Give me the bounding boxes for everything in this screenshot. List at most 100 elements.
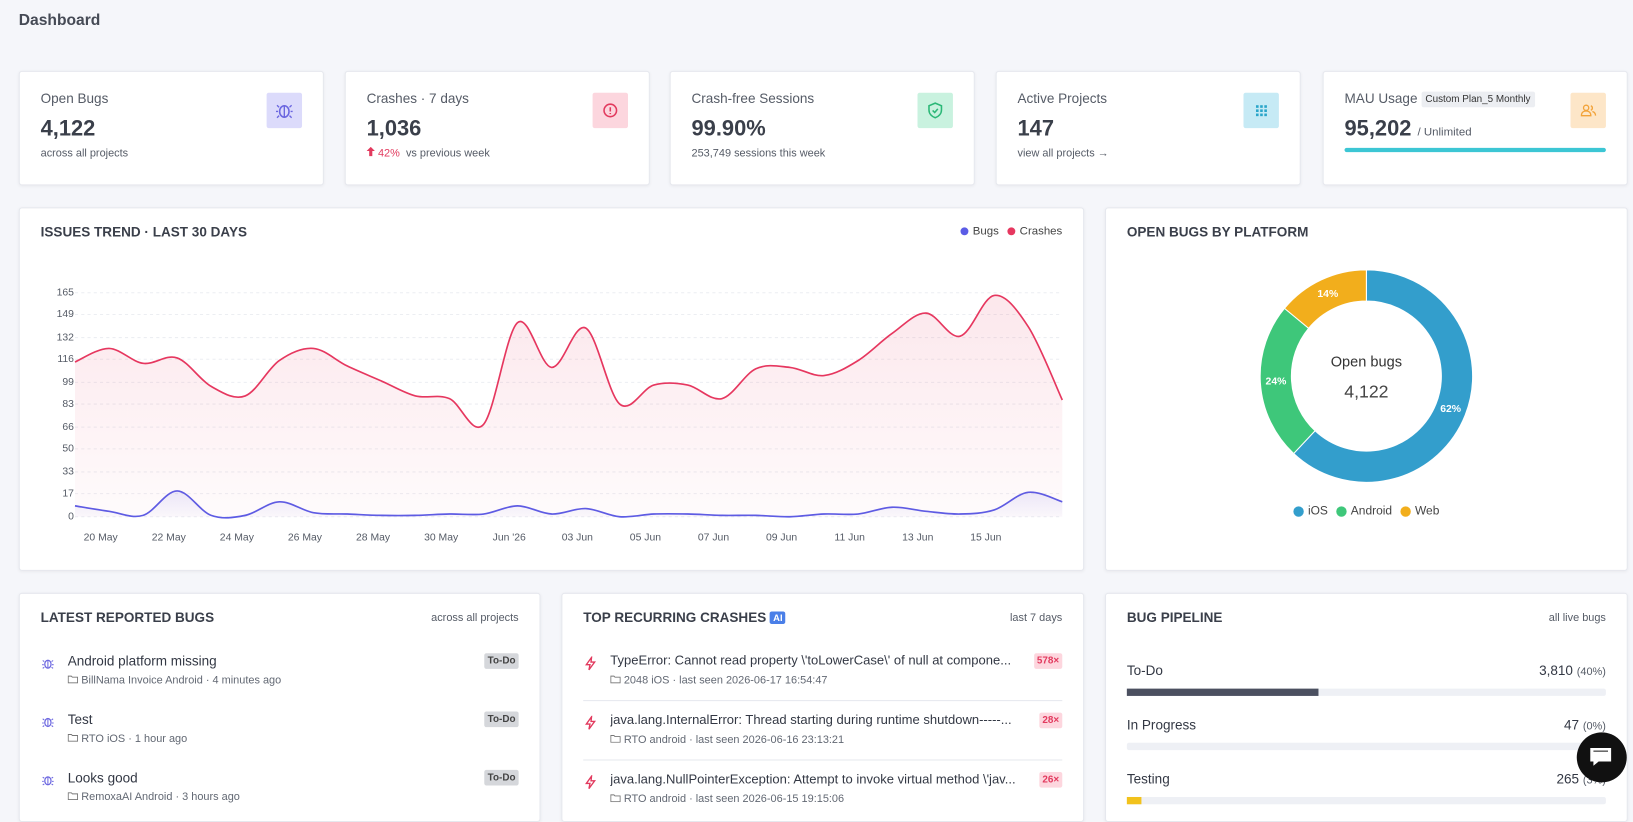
bug-meta-text: BillNama Invoice Android · 4 minutes ago [81,674,282,687]
stat-label: Crashes · 7 days [366,90,469,107]
x-tick-label: 11 Jun [834,532,865,543]
bug-title: Android platform missing [67,653,217,669]
trend-chart: 0 17 33 50 66 83 99 116 132 149 165 20 May 22 May 24 … [57,225,1064,543]
panel-scope: all live bugs [1548,611,1606,625]
stage-track [1126,796,1606,805]
slice-label: 14% [1317,289,1338,300]
platform-panel: OPEN BUGS BY PLATFORM 62% 24% 14% Open bugs… [1104,207,1628,571]
panel-scope: last 7 days [1009,611,1063,625]
stat-card: Open Bugs 4,122 across all projects [18,70,324,186]
y-tick-label: 149 [57,309,75,320]
stage-count: 3,810 (40%) [1539,663,1606,679]
pipeline-panel: BUG PIPELINE all live bugs To-Do 3,810 (4… [1104,592,1628,822]
stat-label: Active Projects [1017,90,1108,107]
bug-meta-text: RTO iOS · 1 hour ago [81,732,188,745]
slice-label: 24% [1266,377,1287,388]
x-tick-label: 15 Jun [970,532,1001,543]
center-label: Open bugs [1331,354,1402,370]
stat-card: Crash-free Sessions 99.90% 253,749 sessi… [669,70,975,186]
crash-meta: RTO android · last seen 2026-06-16 23:13… [610,733,844,746]
bug-item[interactable]: Looks good RemoxaAI Android · 3 hours ago… [20,769,540,821]
crash-meta: RTO android · last seen 2026-06-15 19:15… [610,792,845,806]
crash-item[interactable]: TypeError: Cannot read property \'toLowe… [562,653,1083,707]
count-text: 3,810 [1539,662,1573,679]
legend-swatch [1400,506,1411,517]
panel-title: ISSUES TREND · LAST 30 DAYS [40,223,248,240]
dashboard: Dashboard Open Bugs 4,122 across all pro… [18,11,1628,822]
crash-item[interactable]: java.lang.InternalError: Thread starting… [562,712,1083,767]
donut-slice [1283,269,1367,330]
bug-title: Looks good [67,769,138,786]
bug-item[interactable]: Test RTO iOS · 1 hour ago To-Do [20,711,540,766]
folder-icon [67,675,79,684]
bug-item[interactable]: Android platform missing BillNama Invoice… [20,653,540,707]
stage-label: Testing [1126,770,1170,787]
alert-icon [592,92,628,129]
bug-icon [266,92,303,129]
legend-swatch [1293,506,1304,517]
stat-value: 1,036 [366,116,422,141]
percent-text: (0%) [1582,719,1606,733]
stage-count: 47 (0%) [1564,717,1606,733]
legend-label: Web [1415,504,1440,518]
stage-label: To-Do [1126,662,1163,679]
folder-icon [67,734,79,742]
legend-swatch [1007,227,1016,236]
plan-badge: Custom Plan_5 Monthly [1421,91,1535,108]
bug-icon [42,776,54,786]
percent-text: (40%) [1576,665,1606,679]
count-badge: 578× [1033,653,1063,669]
bolt-icon [585,775,597,790]
folder-icon [67,792,79,801]
shield-icon [917,92,953,129]
count-badge: 26× [1039,771,1063,788]
bug-title: Test [67,711,93,728]
stage-track [1126,742,1606,751]
y-tick-label: 116 [57,354,74,365]
up-arrow [366,146,375,157]
panel-title-text: TOP RECURRING CRASHES [583,609,767,626]
stat-label: Open Bugs [40,90,109,107]
stat-sub-text: vs previous week [405,146,490,160]
stat-sub: 42% vs previous week [366,146,490,160]
latest-bugs-panel: LATEST REPORTED BUGS across all projects… [18,592,541,822]
chat-button[interactable] [1576,731,1628,783]
bolt-icon [585,656,597,671]
stat-label: MAU Usage Custom Plan_5 Monthly [1345,91,1535,108]
bolt-icon [585,715,597,730]
stat-value: 4,122 [40,116,96,141]
stat-link[interactable]: view all projects → [1017,146,1109,160]
stat-label: Crash-free Sessions [691,90,815,107]
stage-label: In Progress [1126,716,1197,733]
separator [583,700,1063,702]
crash-title: TypeError: Cannot read property \'toLowe… [610,653,1012,668]
x-tick-label: 26 May [288,532,323,543]
y-tick-label: 17 [62,488,74,499]
y-tick-label: 83 [62,399,74,410]
bug-meta: BillNama Invoice Android · 4 minutes ago [67,674,282,687]
legend-swatch [960,227,969,236]
folder-icon [610,794,621,803]
x-tick-label: 09 Jun [766,532,797,543]
bug-icon [42,659,54,669]
legend-swatch [1336,506,1347,517]
x-tick-label: 03 Jun [562,532,593,543]
stat-value: 147 [1017,116,1054,141]
y-tick-label: 0 [68,511,74,522]
donut-slice [1292,269,1474,483]
center-value: 4,122 [1344,381,1388,401]
crash-meta: 2048 iOS · last seen 2026-06-17 16:54:47 [610,674,827,687]
count-badge: 28× [1039,712,1063,729]
folder-icon [610,675,621,684]
bug-icon [42,717,54,728]
status-badge: To-Do [484,769,519,786]
crash-title: java.lang.NullPointerException: Attempt … [610,771,1016,787]
stat-suffix: / Unlimited [1417,126,1472,139]
x-tick-label: 07 Jun [698,532,729,543]
crash-title: java.lang.InternalError: Thread starting… [610,712,1012,728]
slice-label: 62% [1440,404,1461,415]
separator [583,759,1063,761]
stat-value: 95,202 / Unlimited [1345,117,1472,142]
crash-meta-text: RTO android · last seen 2026-06-15 19:15… [623,792,845,806]
donut-chart: 62% 24% 14% Open bugs 4,122 iOS Android Web [1259,269,1474,518]
